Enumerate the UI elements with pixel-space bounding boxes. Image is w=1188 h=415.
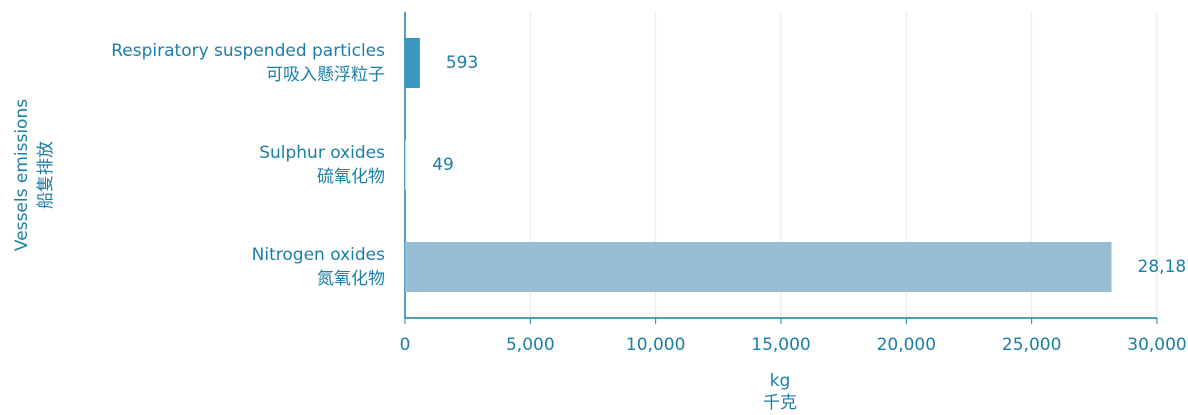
x-tick-label: 15,000	[751, 335, 810, 355]
bar	[405, 140, 407, 190]
x-tick-label: 30,000	[1127, 335, 1186, 355]
category-label: Respiratory suspended particles	[111, 41, 385, 61]
category-label: Nitrogen oxides	[252, 245, 385, 265]
x-tick-label: 5,000	[506, 335, 555, 355]
x-tick-label: 25,000	[1002, 335, 1061, 355]
y-axis-label: 船隻排放	[36, 141, 56, 209]
bar	[405, 242, 1112, 292]
category-sublabel: 可吸入懸浮粒子	[266, 65, 385, 85]
x-axis-label: 千克	[763, 393, 797, 413]
x-axis-label: kg	[770, 371, 791, 391]
category-sublabel: 氮氧化物	[317, 269, 385, 289]
value-label: 593	[446, 53, 478, 73]
y-axis-label: Vessels emissions	[12, 99, 32, 251]
x-tick-label: 0	[400, 335, 411, 355]
category-sublabel: 硫氧化物	[317, 167, 385, 187]
x-tick-label: 10,000	[626, 335, 685, 355]
bar	[405, 38, 420, 88]
value-label: 28,187	[1138, 257, 1188, 277]
x-tick-label: 20,000	[877, 335, 936, 355]
value-label: 49	[432, 155, 454, 175]
category-label: Sulphur oxides	[259, 143, 385, 163]
